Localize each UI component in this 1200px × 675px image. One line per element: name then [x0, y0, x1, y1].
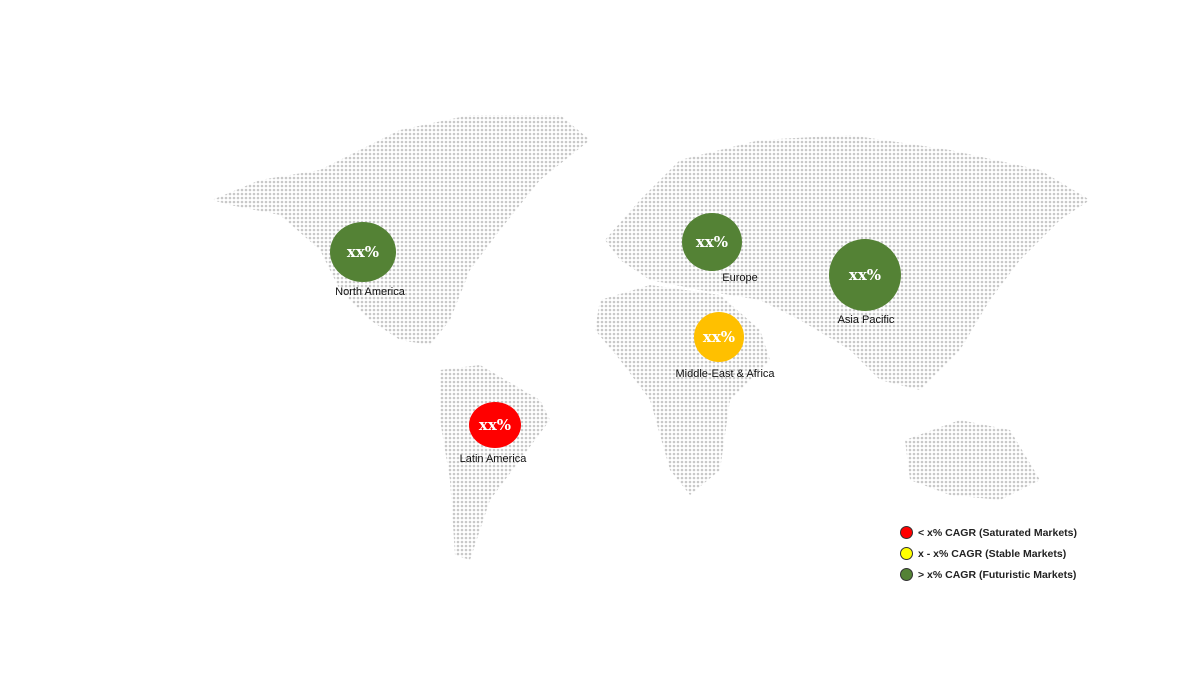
- legend-label: x - x% CAGR (Stable Markets): [918, 547, 1067, 560]
- yellow-dot-icon: [900, 547, 913, 560]
- bubble-latin-america: xx%: [469, 402, 521, 448]
- green-dot-icon: [900, 568, 913, 581]
- legend-item-stable: x - x% CAGR (Stable Markets): [900, 543, 1077, 564]
- legend-item-saturated: < x% CAGR (Saturated Markets): [900, 522, 1077, 543]
- label-latin-america: Latin America: [459, 453, 527, 465]
- label-north-america: North America: [335, 286, 405, 298]
- bubble-north-america: xx%: [330, 222, 396, 282]
- legend-label: > x% CAGR (Futuristic Markets): [918, 568, 1077, 581]
- legend: < x% CAGR (Saturated Markets) x - x% CAG…: [900, 522, 1077, 585]
- label-middle-east-africa: Middle-East & Africa: [675, 368, 775, 380]
- red-dot-icon: [900, 526, 913, 539]
- bubble-middle-east-africa: xx%: [694, 312, 744, 362]
- continent-north-america: [212, 115, 590, 345]
- bubble-europe: xx%: [682, 213, 742, 271]
- label-asia-pacific: Asia Pacific: [837, 314, 895, 326]
- bubble-asia-pacific: xx%: [829, 239, 901, 311]
- continent-africa: [595, 285, 770, 495]
- legend-item-futuristic: > x% CAGR (Futuristic Markets): [900, 564, 1077, 585]
- continent-australia: [905, 420, 1040, 500]
- continent-south-america: [440, 365, 550, 560]
- label-europe: Europe: [722, 272, 758, 284]
- legend-label: < x% CAGR (Saturated Markets): [918, 526, 1078, 539]
